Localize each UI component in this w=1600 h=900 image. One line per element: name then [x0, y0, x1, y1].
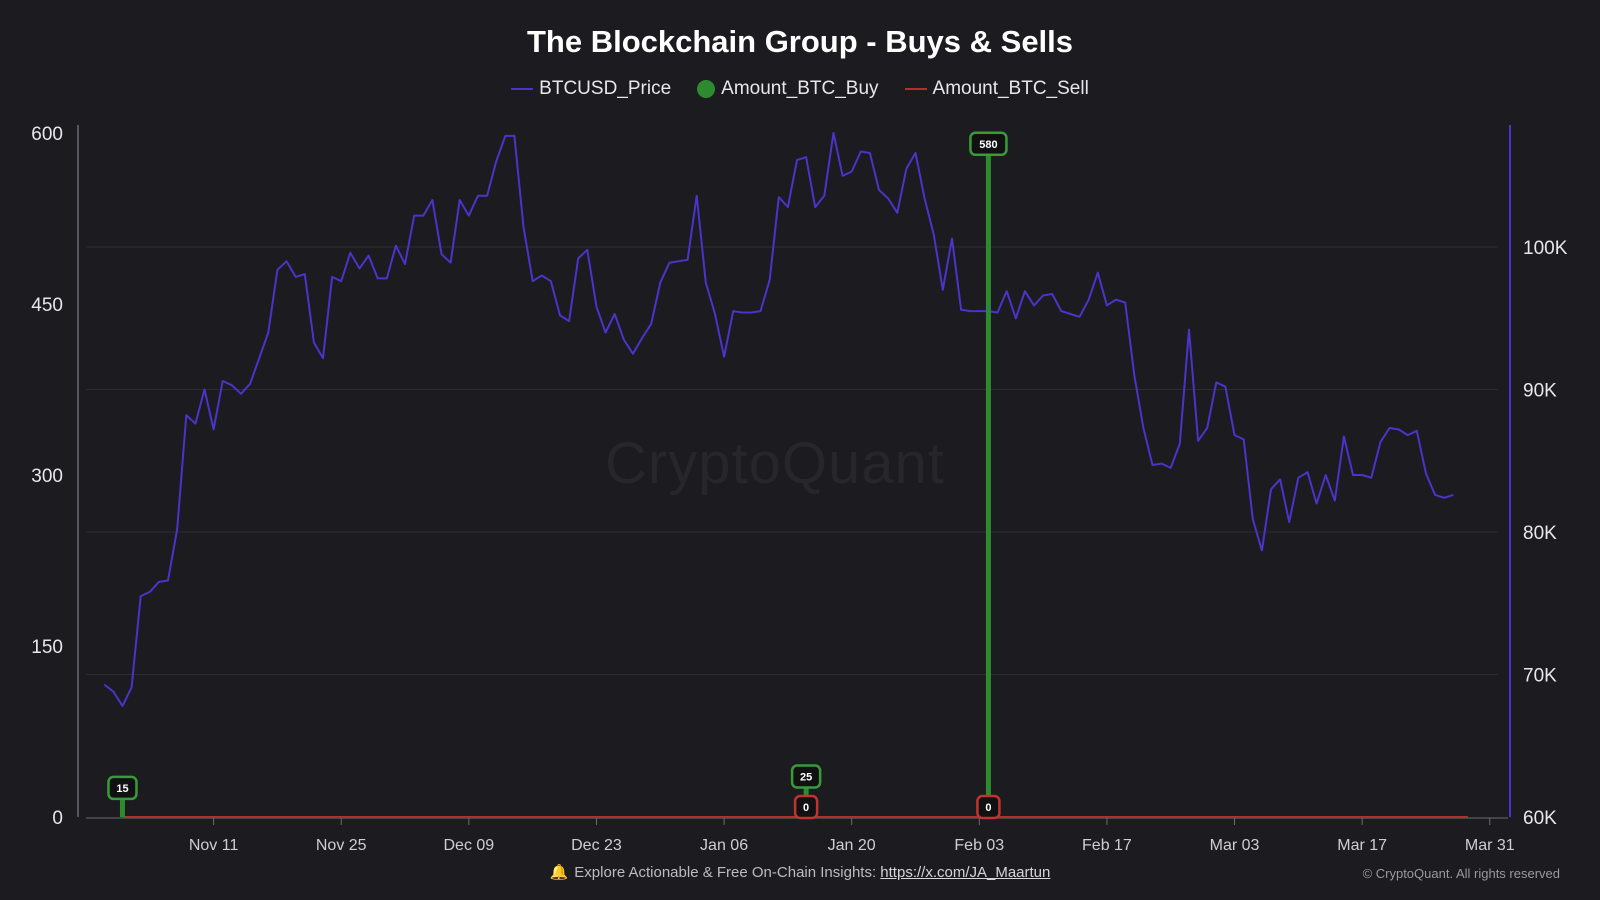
x-tick-label: Nov 25: [316, 837, 367, 854]
buy-data-label: 15: [116, 783, 128, 795]
footer-text: Explore Actionable & Free On-Chain Insig…: [574, 864, 877, 881]
x-tick-label: Jan 20: [828, 837, 876, 854]
sell-data-label-box: [976, 794, 1001, 820]
buy-data-label: 25: [800, 772, 812, 784]
x-tick-label: Mar 31: [1465, 837, 1515, 854]
legend-swatch-sell: [904, 88, 927, 90]
x-tick-label: Feb 17: [1082, 837, 1132, 854]
x-tick-label: Mar 03: [1210, 837, 1260, 854]
left-tick-label: 300: [31, 466, 63, 487]
left-tick-label: 150: [31, 637, 63, 658]
left-tick-label: 600: [31, 124, 63, 145]
legend-label-sell: Amount_BTC_Sell: [932, 78, 1089, 99]
right-tick-label: 100K: [1523, 238, 1568, 259]
x-tick-label: Jan 06: [700, 837, 748, 854]
left-tick-label: 0: [52, 808, 63, 829]
chart-title: The Blockchain Group - Buys & Sells: [526, 24, 1074, 59]
legend-item-price[interactable]: BTCUSD_Price: [511, 78, 671, 100]
bell-icon: 🔔: [549, 864, 569, 881]
x-tick-label: Nov 11: [189, 837, 239, 854]
copyright: © CryptoQuant. All rights reserved: [1362, 866, 1560, 881]
buy-data-label-box: [107, 775, 138, 801]
right-axis-ticks: 60K 70K 80K 90K 100K: [1523, 238, 1568, 829]
legend-item-buy[interactable]: Amount_BTC_Buy: [697, 78, 879, 100]
legend-swatch-price: [511, 88, 534, 90]
right-tick-label: 70K: [1523, 666, 1557, 687]
data-labels: 15 25 580 0 0: [107, 131, 1008, 820]
left-axis-ticks: 0 150 300 450 600: [31, 124, 63, 829]
right-tick-label: 80K: [1523, 523, 1557, 544]
price-series: [103, 132, 1454, 707]
footer-link[interactable]: https://x.com/JA_Maartun: [880, 864, 1051, 881]
x-tick-label: Feb 03: [954, 837, 1004, 854]
legend-label-price: BTCUSD_Price: [539, 78, 672, 99]
buy-bar: [985, 155, 991, 818]
watermark: CryptoQuant: [605, 431, 945, 496]
x-tick-label: Mar 17: [1337, 837, 1387, 854]
legend-item-sell[interactable]: Amount_BTC_Sell: [904, 78, 1089, 100]
right-tick-label: 90K: [1523, 381, 1557, 402]
x-tick-label: Dec 09: [443, 837, 494, 854]
buy-bar: [119, 799, 125, 817]
buy-data-label-box: [790, 764, 822, 789]
legend: BTCUSD_Price Amount_BTC_Buy Amount_BTC_S…: [0, 78, 1600, 100]
buy-data-label: 580: [979, 139, 997, 151]
grid: [86, 246, 1498, 675]
legend-swatch-buy: [697, 80, 716, 98]
left-tick-label: 450: [31, 295, 63, 316]
sell-data-label: 0: [803, 802, 809, 814]
right-tick-label: 60K: [1523, 808, 1557, 829]
footer: 🔔 Explore Actionable & Free On-Chain Insi…: [0, 863, 1600, 881]
sell-data-label-box: [793, 794, 819, 820]
price-line: [103, 132, 1454, 707]
buy-data-label-box: [969, 131, 1008, 157]
sell-data-label: 0: [985, 802, 991, 814]
x-axis-ticks: Nov 11 Nov 25 Dec 09 Dec 23 Jan 06 Jan 20 Feb …: [189, 818, 1515, 854]
x-tick-label: Dec 23: [571, 837, 622, 854]
legend-label-buy: Amount_BTC_Buy: [721, 78, 879, 99]
